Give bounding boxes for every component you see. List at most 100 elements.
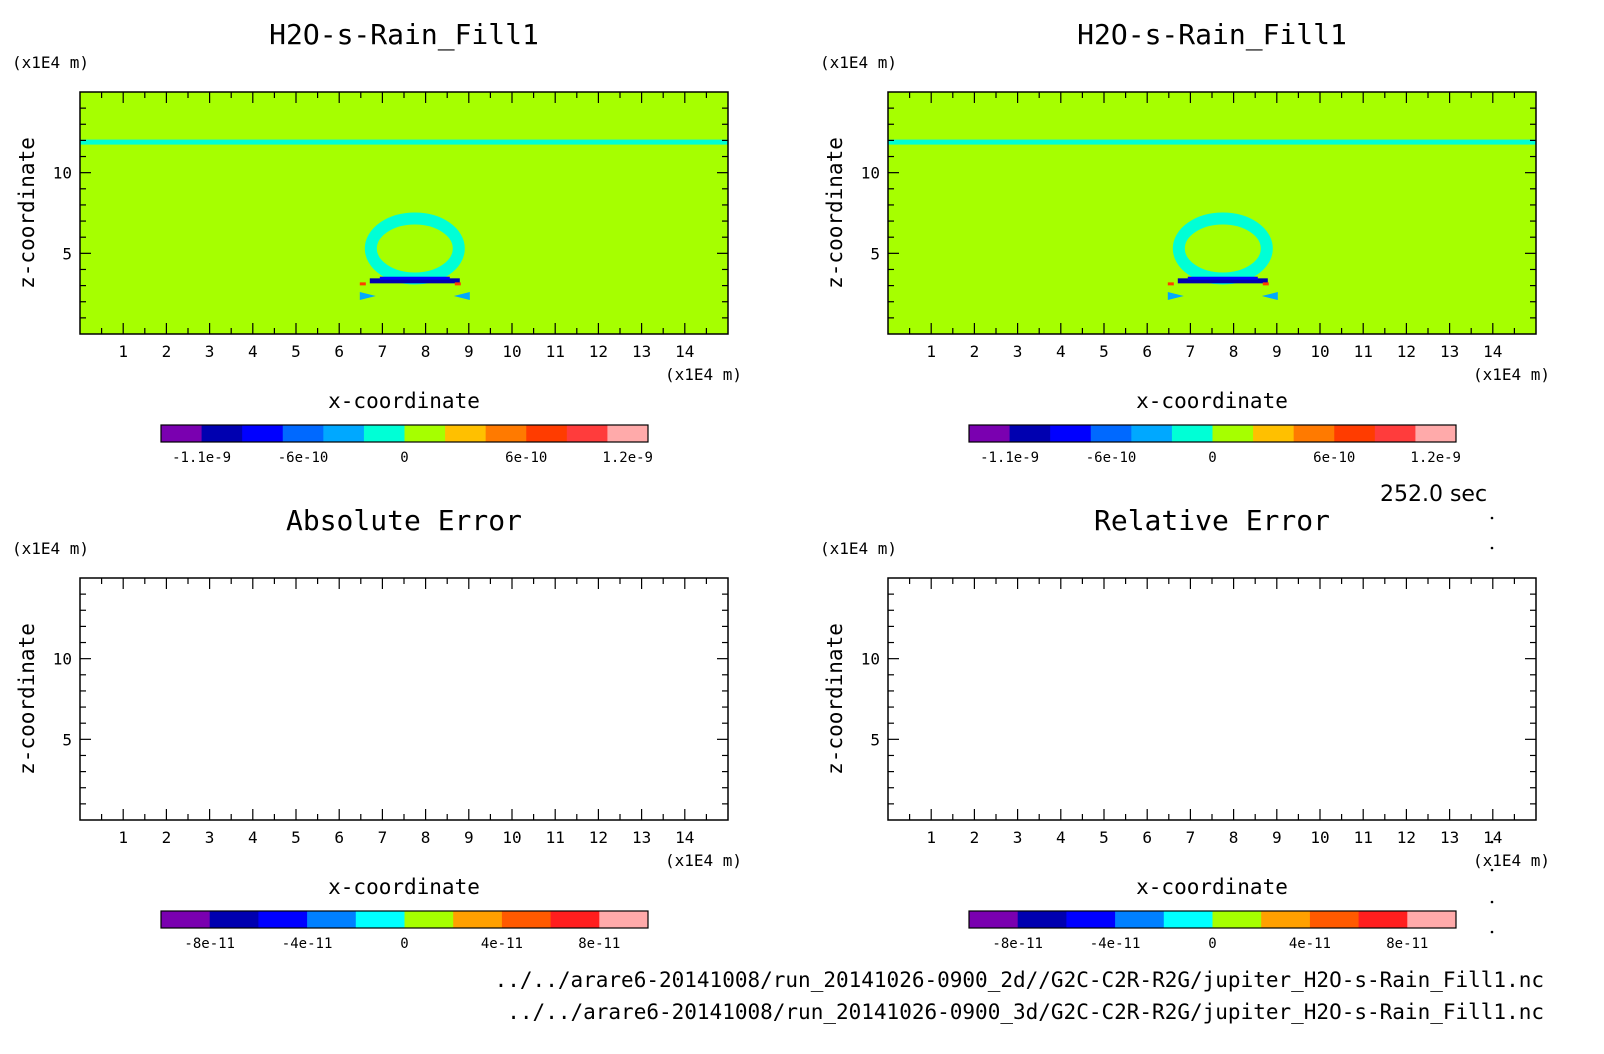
x-unit-label: (x1E4 m) [665, 365, 742, 384]
colorbar-swatch [1334, 425, 1376, 442]
x-tick-label: 1 [118, 342, 128, 361]
colorbar-tick-label: 1.2e-9 [602, 450, 653, 466]
colorbar-tick-label: -4e-11 [1090, 936, 1141, 952]
x-tick-label: 7 [378, 828, 388, 847]
x-tick-label: 10 [502, 828, 521, 847]
panel-title: H2O-s-Rain_Fill1 [1077, 18, 1347, 52]
x-tick-label: 5 [1099, 828, 1109, 847]
ring-base-dark [369, 278, 460, 284]
x-tick-label: 6 [334, 342, 344, 361]
x-tick-label: 13 [1440, 828, 1459, 847]
colorbar-swatch [1017, 911, 1067, 928]
colorbar-tick-label: 6e-10 [1313, 450, 1355, 466]
panel-4: Relative Error(x1E4 m)1 2 3 4 5 6 7 8 9 10 11 12 13 1… [820, 504, 1550, 952]
x-tick-label: 9 [464, 828, 474, 847]
ring-tail-left [359, 292, 376, 301]
upper-band [80, 139, 728, 145]
stray-dot [1490, 900, 1494, 904]
colorbar-tick-label: 4e-11 [481, 936, 523, 952]
colorbar-frame [160, 424, 649, 443]
x-tick-label: 2 [162, 828, 172, 847]
x-unit-label: (x1E4 m) [665, 851, 742, 870]
panel-title: Absolute Error [286, 504, 522, 537]
colorbar-tick-label: 4e-11 [1289, 936, 1331, 952]
x-tick-label: 12 [589, 828, 608, 847]
x-tick-label: 12 [589, 342, 608, 361]
colorbar-swatch [1009, 425, 1051, 442]
x-tick-label: 3 [1013, 828, 1023, 847]
colorbar-swatch [1050, 425, 1092, 442]
colorbar-frame [968, 424, 1457, 443]
colorbar-swatch [1415, 425, 1457, 442]
x-tick-label: 10 [1310, 828, 1329, 847]
colorbar-swatch [355, 911, 405, 928]
panel-3: Absolute Error(x1E4 m)1 2 3 4 5 6 7 8 9 10 11 12 13 1… [12, 504, 742, 952]
colorbar-tick-label: -6e-10 [278, 450, 329, 466]
x-tick-label: 8 [421, 342, 431, 361]
y-axis-label: z-coordinate [823, 137, 847, 289]
colorbar-swatch [1309, 911, 1360, 928]
x-tick-label: 2 [162, 342, 172, 361]
x-tick-label: 10 [502, 342, 521, 361]
ring-red-right [1262, 282, 1269, 286]
x-unit-label: (x1E4 m) [1473, 851, 1550, 870]
y-tick-label: 10 [861, 650, 880, 669]
colorbar-swatch [1212, 911, 1262, 928]
plot-area [888, 92, 1536, 334]
y-tick-label: 10 [53, 650, 72, 669]
colorbar-swatch [201, 425, 243, 442]
file-path-3d: ../../arare6-20141008/run_20141026-0900_… [507, 1000, 1544, 1024]
colorbar-swatch [1293, 425, 1335, 442]
x-axis-label: x-coordinate [328, 875, 480, 899]
x-tick-label: 4 [1056, 828, 1066, 847]
colorbar-swatch [307, 911, 357, 928]
file-path-2d: ../../arare6-20141008/run_20141026-0900_… [494, 968, 1544, 992]
colorbar-swatch [1212, 425, 1254, 442]
colorbar-frame [160, 910, 649, 929]
x-tick-label: 13 [632, 828, 651, 847]
x-tick-label: 10 [1310, 342, 1329, 361]
ring-base-dark [1177, 278, 1268, 284]
colorbar-swatch [607, 425, 649, 442]
ring-red-left [1167, 282, 1174, 286]
colorbar-swatch [1131, 425, 1173, 442]
colorbar-tick-label: -8e-11 [992, 936, 1043, 952]
panel-1: H2O-s-Rain_Fill1(x1E4 m)1 2 3 4 5 6 7 8 9 10 11 12 1… [12, 18, 742, 466]
x-tick-label: 14 [675, 342, 694, 361]
colorbar-tick-label: 0 [1208, 450, 1216, 466]
colorbar-tick-label: 6e-10 [505, 450, 547, 466]
x-tick-label: 3 [205, 828, 215, 847]
y-unit-label: (x1E4 m) [12, 53, 89, 72]
x-tick-label: 9 [1272, 342, 1282, 361]
x-unit-label: (x1E4 m) [1473, 365, 1550, 384]
x-tick-label: 1 [118, 828, 128, 847]
x-tick-label: 11 [546, 828, 565, 847]
colorbar-swatch [363, 425, 405, 442]
y-unit-label: (x1E4 m) [820, 53, 897, 72]
colorbar-swatch [550, 911, 600, 928]
plot-area [80, 92, 728, 334]
x-tick-label: 8 [1229, 828, 1239, 847]
stray-dot [1490, 546, 1494, 550]
y-tick-label: 5 [62, 244, 72, 263]
colorbar-tick-label: 0 [400, 450, 408, 466]
colorbar-tick-label: 0 [1208, 936, 1216, 952]
colorbar-swatch [969, 911, 1019, 928]
x-tick-label: 14 [1483, 342, 1502, 361]
colorbar-swatch [501, 911, 552, 928]
colorbar-tick-label: 8e-11 [578, 936, 620, 952]
x-tick-label: 8 [1229, 342, 1239, 361]
x-tick-label: 4 [248, 342, 258, 361]
colorbar-swatch [404, 911, 454, 928]
colorbar-swatch [453, 911, 503, 928]
ring-tail-left [1167, 292, 1184, 301]
x-tick-label: 4 [1056, 342, 1066, 361]
colorbar-swatch [969, 425, 1011, 442]
x-tick-label: 8 [421, 828, 431, 847]
colorbar-swatch [566, 425, 608, 442]
x-tick-label: 7 [1186, 828, 1196, 847]
stray-dot [1490, 930, 1494, 934]
panel-title: Relative Error [1094, 504, 1330, 537]
stray-dot [1490, 868, 1494, 872]
ring-base-blue [379, 276, 450, 280]
